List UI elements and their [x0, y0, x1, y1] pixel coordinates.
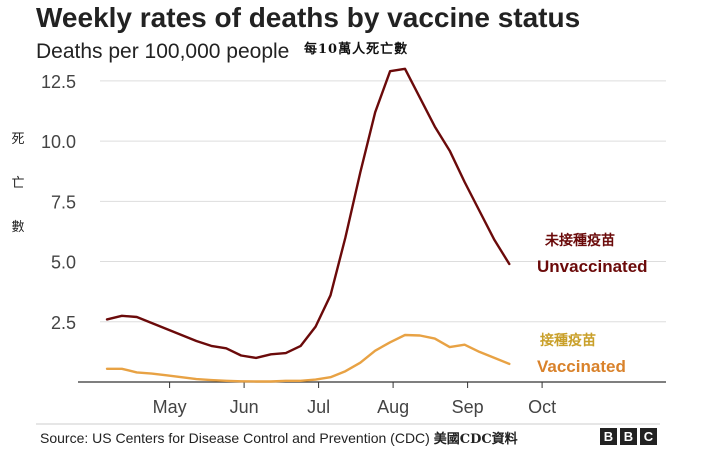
bbc-logo-letter: C	[640, 428, 657, 445]
y-axis-label-char: 亡	[11, 176, 25, 191]
x-tick-label: Jun	[230, 397, 259, 417]
source-footer: Source: US Centers for Disease Control a…	[40, 428, 518, 447]
x-tick-label: Sep	[452, 397, 484, 417]
y-tick-label: 10.0	[41, 132, 76, 152]
y-axis-label-zh: 死 亡 數	[10, 118, 26, 250]
series-label-unvaccinated: Unvaccinated	[537, 257, 648, 276]
chart-title: Weekly rates of deaths by vaccine status	[36, 2, 581, 33]
chart-subtitle-zh: 每10萬人死亡數	[304, 42, 409, 57]
series-label-vaccinated: Vaccinated	[537, 357, 626, 376]
source-text-zh: 美國CDC資料	[433, 432, 518, 447]
x-tick-label: May	[153, 397, 187, 417]
series-label-unvaccinated-zh: 未接種疫苗	[545, 232, 615, 249]
bbc-logo-letter: B	[600, 428, 617, 445]
chart-subtitle: Deaths per 100,000 people	[36, 40, 290, 63]
series-line-unvaccinated	[105, 67, 511, 360]
x-tick-label: Aug	[377, 397, 409, 417]
x-tick-label: Oct	[528, 397, 556, 417]
y-axis-label-char: 數	[11, 220, 25, 235]
y-axis-label-char: 死	[11, 132, 25, 147]
y-tick-label: 7.5	[51, 192, 76, 212]
y-tick-label: 12.5	[41, 72, 76, 92]
x-tick-label: Jul	[307, 397, 330, 417]
source-text: Source: US Centers for Disease Control a…	[40, 430, 430, 446]
y-tick-label: 2.5	[51, 313, 76, 333]
bbc-logo: B B C	[600, 428, 657, 445]
y-tick-label: 5.0	[51, 253, 76, 273]
series-label-vaccinated-zh: 接種疫苗	[540, 332, 596, 349]
series-line-vaccinated	[105, 333, 511, 383]
bbc-logo-letter: B	[620, 428, 637, 445]
